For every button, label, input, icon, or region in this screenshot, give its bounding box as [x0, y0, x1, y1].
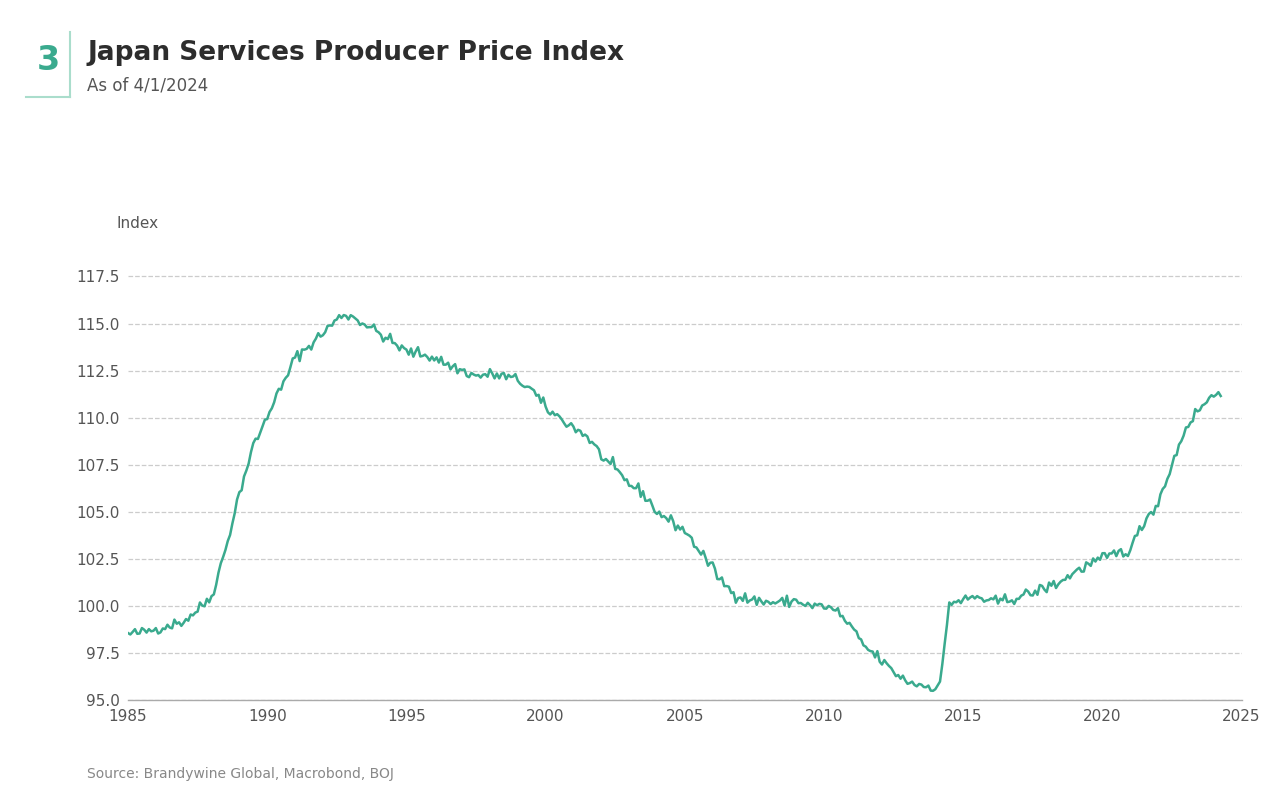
Text: As of 4/1/2024: As of 4/1/2024 — [87, 76, 209, 94]
Text: Source: Brandywine Global, Macrobond, BOJ: Source: Brandywine Global, Macrobond, BO… — [87, 767, 394, 781]
Text: 3: 3 — [37, 44, 60, 77]
Text: Japan Services Producer Price Index: Japan Services Producer Price Index — [87, 40, 625, 66]
Text: Index: Index — [116, 216, 159, 231]
